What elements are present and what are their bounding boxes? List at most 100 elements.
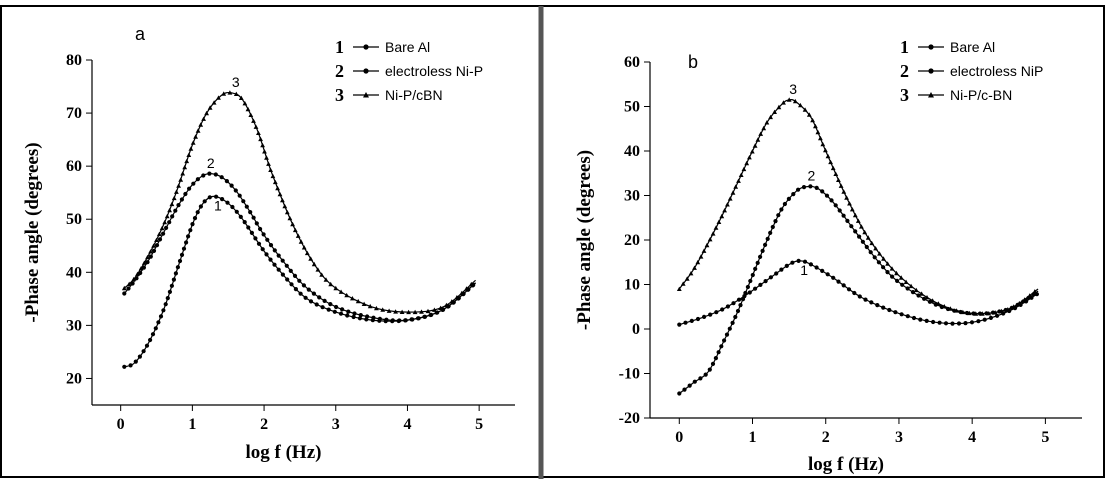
data-point	[141, 349, 146, 354]
data-point	[765, 236, 770, 241]
data-point	[1005, 307, 1011, 312]
data-point	[841, 283, 846, 288]
data-point	[743, 290, 748, 296]
data-point	[344, 292, 350, 298]
x-tick-label: 3	[895, 429, 903, 446]
data-point	[881, 256, 886, 261]
data-point	[881, 265, 886, 270]
data-point	[268, 167, 273, 172]
data-point	[889, 266, 895, 271]
data-point	[177, 258, 183, 264]
data-point	[449, 299, 455, 304]
data-point	[186, 234, 191, 239]
data-point	[264, 155, 269, 160]
data-point	[776, 213, 781, 218]
data-point	[162, 219, 168, 225]
data-point	[268, 257, 273, 262]
data-point	[374, 305, 379, 311]
data-point	[719, 213, 725, 219]
data-point	[241, 199, 246, 204]
data-point	[692, 379, 697, 384]
curve-label-2: 2	[207, 155, 215, 171]
data-point	[849, 224, 854, 229]
data-point	[677, 322, 682, 327]
data-point	[121, 285, 127, 291]
data-point	[999, 308, 1004, 314]
data-point	[346, 309, 351, 314]
legend-label: Ni-P/cBN	[385, 87, 443, 103]
data-point	[988, 315, 994, 320]
data-point	[227, 90, 233, 95]
data-point	[306, 287, 311, 292]
data-point	[820, 141, 826, 147]
data-point	[156, 231, 162, 237]
y-tick-label: -10	[619, 366, 640, 383]
data-point	[397, 318, 402, 323]
data-point	[738, 172, 744, 177]
data-point	[773, 219, 778, 224]
data-point	[687, 383, 692, 388]
data-point	[798, 102, 803, 108]
data-point	[192, 216, 198, 221]
data-point	[190, 222, 195, 227]
data-point	[736, 178, 741, 183]
data-point	[201, 173, 206, 178]
data-point	[432, 307, 437, 312]
x-tick-label: 2	[822, 429, 830, 446]
data-point	[304, 250, 310, 256]
data-point	[810, 117, 815, 123]
data-point	[176, 203, 181, 208]
data-point	[174, 189, 179, 194]
y-tick-label: 10	[624, 277, 640, 294]
data-point	[786, 97, 792, 102]
data-point	[791, 192, 796, 197]
data-point	[358, 313, 363, 318]
data-point	[148, 254, 153, 259]
data-point	[950, 321, 955, 326]
data-point	[198, 204, 203, 209]
data-point	[738, 303, 743, 308]
data-point	[707, 367, 712, 372]
data-point	[755, 260, 760, 265]
data-point	[836, 177, 841, 182]
data-point	[784, 263, 789, 268]
data-point	[735, 308, 741, 314]
data-point	[677, 391, 682, 396]
data-point	[352, 311, 357, 316]
data-point	[169, 201, 175, 207]
data-point	[918, 317, 923, 322]
legend-number: 2	[900, 61, 909, 81]
data-point	[429, 312, 434, 317]
data-point	[903, 279, 909, 284]
data-point	[195, 128, 201, 133]
data-point	[849, 207, 855, 212]
data-point	[386, 308, 392, 313]
data-point	[941, 304, 947, 309]
data-point	[171, 277, 176, 282]
data-point	[830, 165, 836, 171]
data-point	[860, 239, 866, 244]
data-point	[258, 136, 263, 142]
data-point	[900, 282, 905, 287]
data-point	[930, 298, 935, 303]
data-point	[260, 247, 265, 252]
data-point	[725, 202, 730, 207]
data-point	[722, 338, 727, 343]
data-point	[319, 272, 325, 277]
data-point	[184, 240, 189, 245]
data-point	[720, 307, 725, 312]
data-point	[351, 314, 356, 320]
legend-marker	[363, 44, 369, 50]
data-point	[131, 276, 137, 282]
data-point	[744, 160, 750, 166]
data-point	[295, 233, 301, 238]
data-point	[868, 250, 873, 255]
data-point	[393, 309, 398, 314]
data-point	[422, 314, 428, 319]
data-point	[838, 183, 844, 188]
y-tick-label: 20	[66, 370, 82, 387]
data-point	[290, 221, 295, 227]
legend-number: 1	[335, 37, 344, 57]
